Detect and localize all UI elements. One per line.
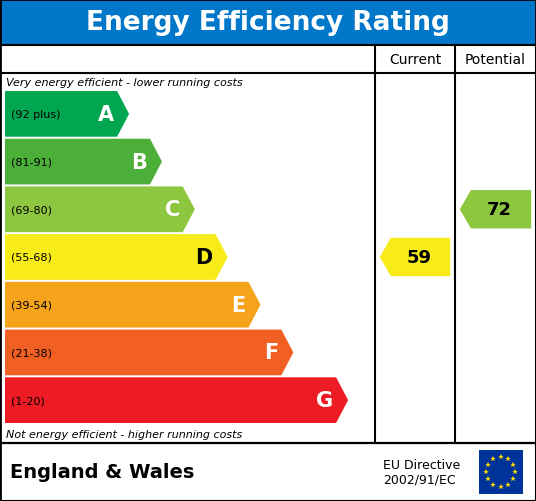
Text: Not energy efficient - higher running costs: Not energy efficient - higher running co… [6, 429, 242, 439]
Polygon shape [460, 191, 531, 229]
Text: D: D [196, 247, 213, 268]
Polygon shape [5, 378, 348, 423]
Text: G: G [316, 390, 333, 410]
Text: E: E [231, 295, 245, 315]
Polygon shape [5, 234, 228, 280]
Text: 2002/91/EC: 2002/91/EC [383, 472, 456, 485]
Bar [0, 46, 536, 443]
Text: England & Wales: England & Wales [10, 462, 195, 481]
Text: C: C [165, 200, 180, 220]
Text: (39-54): (39-54) [11, 300, 52, 310]
Polygon shape [5, 330, 293, 376]
Text: Very energy efficient - lower running costs: Very energy efficient - lower running co… [6, 78, 243, 88]
Text: F: F [264, 343, 278, 363]
Polygon shape [5, 187, 195, 232]
Text: (92 plus): (92 plus) [11, 110, 61, 120]
Text: 72: 72 [487, 201, 512, 219]
Bar [0, 443, 536, 501]
Text: (1-20): (1-20) [11, 395, 45, 405]
Text: B: B [131, 152, 147, 172]
Text: (55-68): (55-68) [11, 253, 52, 263]
Polygon shape [5, 139, 162, 185]
Polygon shape [380, 238, 450, 277]
Text: A: A [98, 105, 114, 125]
Text: Potential: Potential [465, 53, 526, 67]
Text: (21-38): (21-38) [11, 348, 52, 358]
Polygon shape [5, 282, 260, 328]
Text: 59: 59 [406, 248, 431, 267]
Text: (69-80): (69-80) [11, 205, 52, 215]
Bar [0, 0, 536, 46]
Text: Current: Current [389, 53, 441, 67]
Text: Energy Efficiency Rating: Energy Efficiency Rating [86, 10, 450, 36]
Bar [479, 450, 523, 494]
Text: (81-91): (81-91) [11, 157, 52, 167]
Text: EU Directive: EU Directive [383, 458, 460, 471]
Polygon shape [5, 92, 129, 137]
